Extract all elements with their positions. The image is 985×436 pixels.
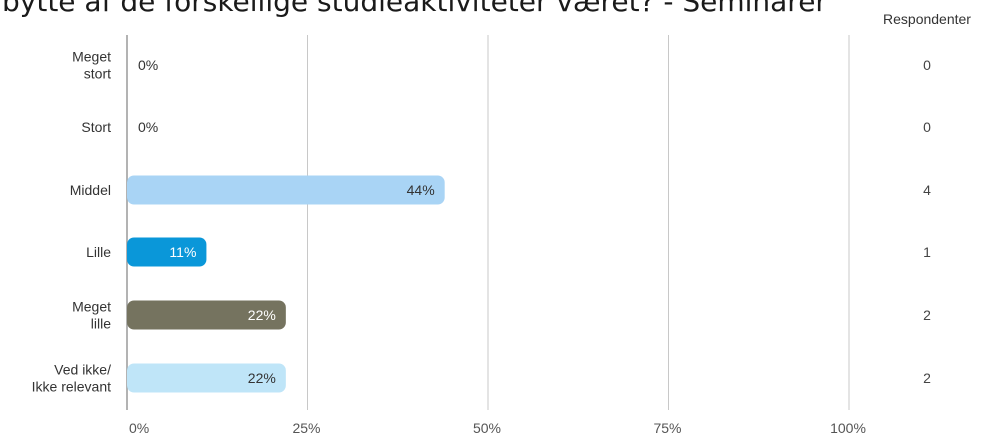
respondent-count: 1 <box>923 244 931 260</box>
respondent-count: 4 <box>923 182 931 198</box>
category-label: stort <box>84 66 111 82</box>
category-label: Meget <box>72 49 111 65</box>
bar-value-label: 22% <box>248 370 276 386</box>
bar-value-label: 0% <box>138 119 158 135</box>
x-tick-label: 75% <box>653 420 681 436</box>
chart-title: bytte af de forskellige studieaktivitete… <box>2 0 827 18</box>
category-label: Middel <box>70 182 111 198</box>
bar-value-label: 22% <box>248 307 276 323</box>
bar <box>127 175 445 205</box>
category-label: Meget <box>72 299 111 315</box>
respondent-count: 0 <box>923 119 931 135</box>
category-label: Stort <box>81 119 111 135</box>
bar-value-label: 0% <box>138 57 158 73</box>
bar-value-label: 44% <box>407 182 435 198</box>
category-label: Ikke relevant <box>32 379 111 395</box>
bar-value-label: 11% <box>169 244 196 260</box>
category-label: Ved ikke/ <box>54 362 111 378</box>
respondents-header: Respondenter <box>883 11 971 27</box>
x-tick-label: 50% <box>473 420 501 436</box>
respondent-count: 2 <box>923 307 931 323</box>
category-label: lille <box>91 316 111 332</box>
bar <box>127 237 207 267</box>
x-tick-label: 100% <box>830 420 866 436</box>
x-tick-label: 0% <box>129 420 149 436</box>
x-tick-label: 25% <box>292 420 320 436</box>
respondent-count: 0 <box>923 57 931 73</box>
bar <box>127 363 286 393</box>
category-label: Lille <box>86 244 111 260</box>
bar <box>127 300 286 330</box>
respondent-count: 2 <box>923 370 931 386</box>
